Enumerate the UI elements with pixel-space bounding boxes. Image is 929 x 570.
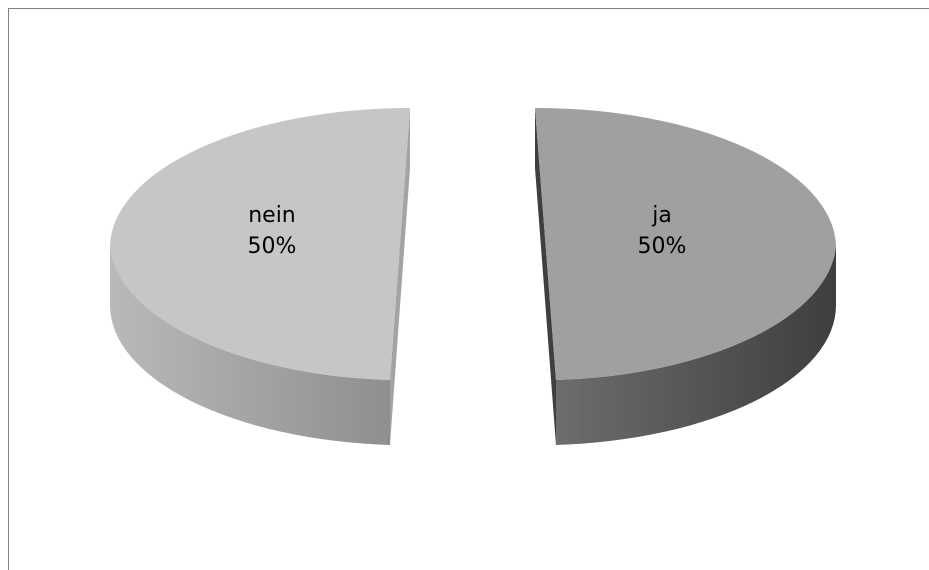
slice-nein-top (110, 108, 410, 380)
slice-ja-cut-face (535, 108, 556, 445)
slice-nein-percent: 50% (248, 234, 297, 259)
slice-ja-percent: 50% (638, 234, 687, 259)
slice-nein: nein 50% (109, 108, 410, 445)
slice-ja-label: ja (651, 203, 672, 228)
slice-nein-label: nein (248, 203, 296, 228)
slice-ja: ja 50% (535, 107, 837, 445)
slice-nein-side (109, 245, 390, 445)
slice-ja-top (535, 107, 836, 380)
slice-ja-side (556, 245, 837, 445)
slice-nein-cut-face (390, 108, 410, 445)
